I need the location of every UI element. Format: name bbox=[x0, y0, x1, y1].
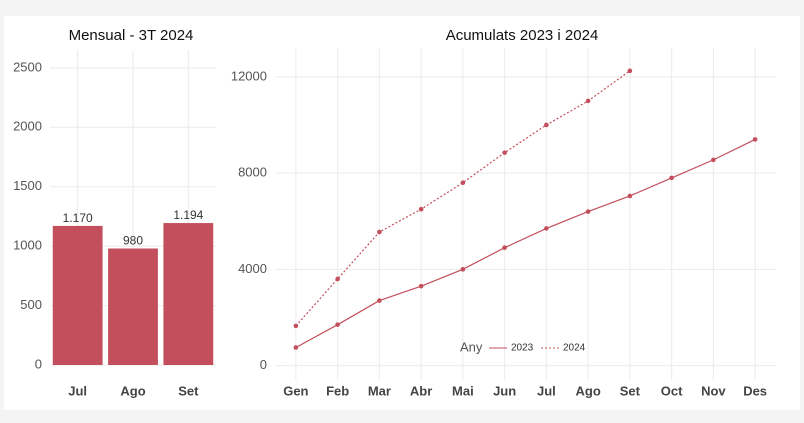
x-tick-label: Jul bbox=[68, 383, 87, 398]
x-tick-label: Set bbox=[178, 383, 199, 398]
y-tick-label: 0 bbox=[35, 356, 42, 371]
value-label: 980 bbox=[123, 234, 143, 248]
x-tick-label: Mai bbox=[452, 383, 474, 398]
point bbox=[377, 298, 382, 303]
y-tick-label: 2500 bbox=[13, 59, 42, 74]
series-line bbox=[295, 70, 631, 327]
y-tick-label: 0 bbox=[260, 357, 267, 372]
y-tick-label: 500 bbox=[20, 297, 42, 312]
x-tick-label: Jun bbox=[493, 383, 516, 398]
chart-title: Mensual - 3T 2024 bbox=[69, 27, 194, 44]
point bbox=[335, 322, 340, 327]
x-tick-label: Mar bbox=[368, 383, 391, 398]
y-tick-label: 1500 bbox=[13, 178, 42, 193]
x-tick-label: Abr bbox=[410, 383, 432, 398]
x-tick-label: Set bbox=[620, 383, 641, 398]
point bbox=[335, 276, 340, 282]
point bbox=[669, 175, 674, 181]
x-tick-label: Ago bbox=[120, 383, 145, 398]
point bbox=[627, 68, 633, 74]
legend-label: 2023 bbox=[511, 343, 534, 354]
y-tick-label: 8000 bbox=[238, 165, 267, 180]
point bbox=[711, 157, 716, 163]
point bbox=[544, 226, 549, 231]
point bbox=[585, 209, 591, 214]
point bbox=[418, 283, 424, 289]
x-tick-label: Ago bbox=[575, 383, 600, 398]
x-tick-label: Des bbox=[743, 383, 767, 398]
x-tick-label: Gen bbox=[283, 383, 308, 398]
legend-label: 2024 bbox=[563, 343, 586, 354]
point bbox=[502, 245, 507, 250]
x-tick-label: Oct bbox=[661, 383, 683, 398]
point bbox=[460, 180, 466, 186]
point bbox=[627, 193, 633, 199]
bar bbox=[108, 248, 158, 365]
x-tick-label: Jul bbox=[537, 383, 556, 398]
point bbox=[460, 267, 466, 272]
series-line bbox=[295, 138, 756, 349]
point bbox=[293, 345, 299, 350]
point bbox=[585, 98, 591, 104]
bar bbox=[163, 223, 214, 365]
chart-title: Acumulats 2023 i 2024 bbox=[446, 27, 599, 44]
x-tick-label: Feb bbox=[326, 383, 349, 398]
point bbox=[293, 323, 299, 329]
legend-title: Any bbox=[460, 339, 483, 354]
point bbox=[377, 229, 382, 235]
point bbox=[752, 137, 758, 142]
point bbox=[418, 206, 424, 212]
y-tick-label: 1000 bbox=[13, 238, 42, 253]
y-tick-label: 4000 bbox=[238, 261, 267, 276]
bar bbox=[52, 225, 103, 365]
y-tick-label: 2000 bbox=[13, 119, 42, 134]
point bbox=[502, 150, 507, 155]
value-label: 1.170 bbox=[63, 211, 93, 225]
point bbox=[544, 122, 549, 128]
y-tick-label: 12000 bbox=[231, 68, 267, 83]
x-tick-label: Nov bbox=[701, 383, 726, 398]
value-label: 1.194 bbox=[173, 208, 203, 222]
